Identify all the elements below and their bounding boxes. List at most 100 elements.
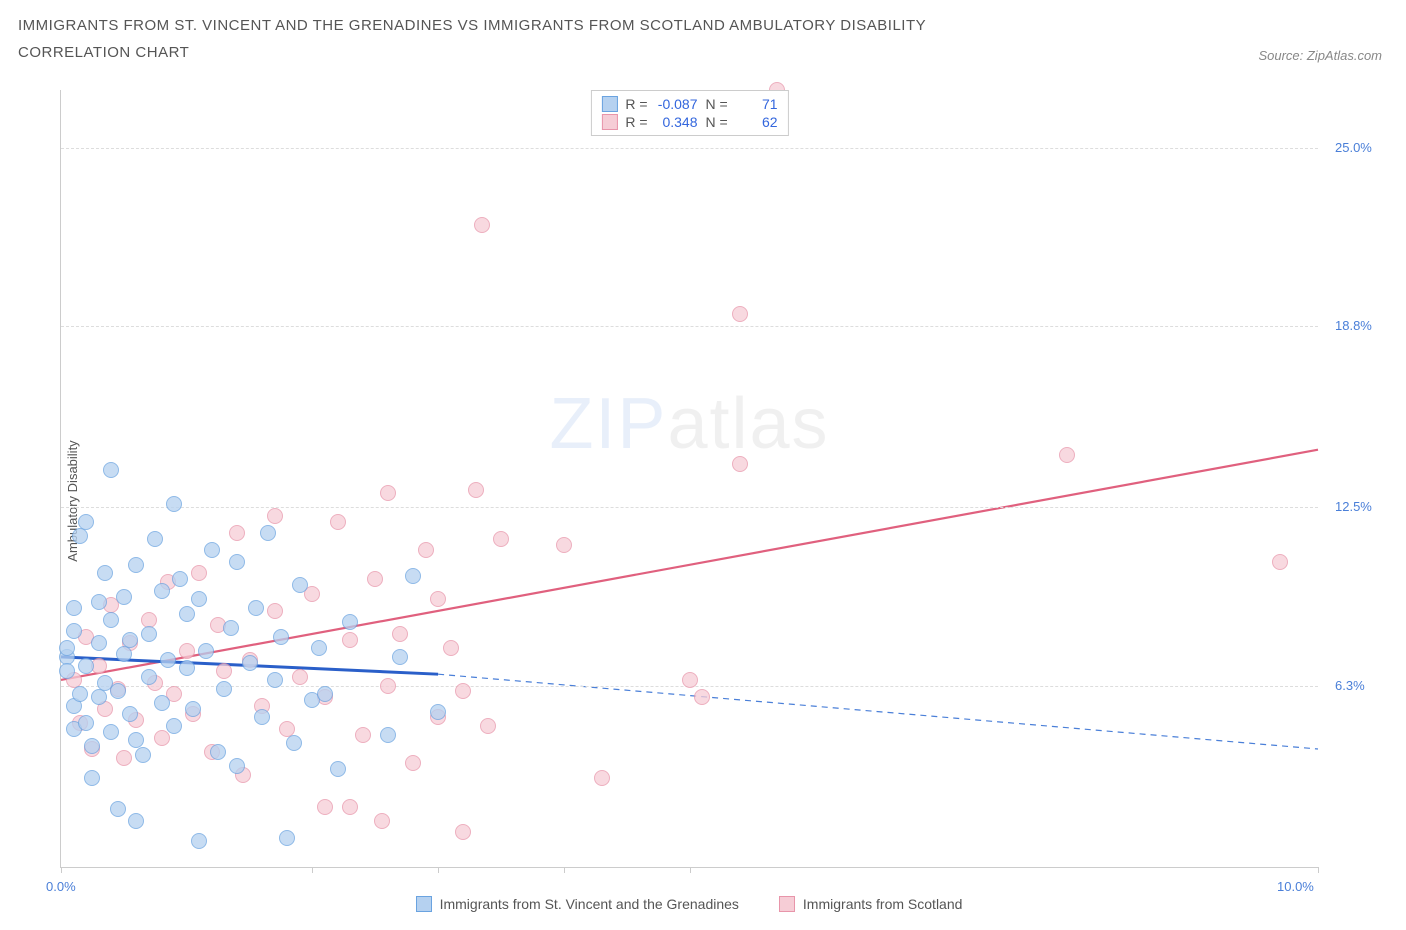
scatter-point — [380, 678, 396, 694]
scatter-point — [1272, 554, 1288, 570]
scatter-point — [122, 632, 138, 648]
scatter-point — [342, 614, 358, 630]
scatter-point — [78, 658, 94, 674]
scatter-point — [443, 640, 459, 656]
scatter-point — [103, 462, 119, 478]
scatter-point — [292, 669, 308, 685]
plot-area: ZIPatlas R = -0.087 N = 71 R = 0.348 N =… — [60, 90, 1318, 868]
scatter-point — [179, 660, 195, 676]
scatter-point — [66, 600, 82, 616]
scatter-point — [317, 686, 333, 702]
scatter-point — [166, 718, 182, 734]
scatter-point — [311, 640, 327, 656]
scatter-point — [267, 603, 283, 619]
scatter-point — [267, 672, 283, 688]
legend-swatch-2 — [601, 114, 617, 130]
scatter-point — [103, 612, 119, 628]
y-tick-label: 12.5% — [1335, 499, 1372, 514]
x-tick — [61, 867, 62, 873]
scatter-point — [166, 496, 182, 512]
scatter-point — [103, 724, 119, 740]
y-tick-label: 25.0% — [1335, 140, 1372, 155]
scatter-point — [732, 456, 748, 472]
scatter-point — [185, 701, 201, 717]
scatter-point — [172, 571, 188, 587]
scatter-point — [91, 594, 107, 610]
scatter-point — [279, 830, 295, 846]
legend-series-label-2: Immigrants from Scotland — [803, 896, 963, 912]
scatter-point — [273, 629, 289, 645]
scatter-point — [216, 663, 232, 679]
x-tick-label: 10.0% — [1277, 879, 1314, 894]
gridline — [61, 507, 1318, 508]
scatter-point — [179, 643, 195, 659]
scatter-point — [380, 485, 396, 501]
scatter-point — [191, 833, 207, 849]
scatter-point — [342, 632, 358, 648]
scatter-point — [1059, 447, 1075, 463]
scatter-point — [154, 583, 170, 599]
scatter-point — [72, 528, 88, 544]
scatter-point — [59, 663, 75, 679]
legend-n-label-2: N = 62 — [706, 114, 778, 130]
legend-r-label-2: R = 0.348 — [625, 114, 697, 130]
scatter-point — [430, 591, 446, 607]
scatter-point — [210, 744, 226, 760]
x-tick — [690, 867, 691, 873]
scatter-point — [682, 672, 698, 688]
scatter-point — [556, 537, 572, 553]
scatter-point — [191, 565, 207, 581]
scatter-point — [694, 689, 710, 705]
scatter-point — [110, 683, 126, 699]
scatter-point — [732, 306, 748, 322]
source-label: Source: ZipAtlas.com — [1258, 48, 1382, 63]
legend-stats: R = -0.087 N = 71 R = 0.348 N = 62 — [590, 90, 788, 136]
scatter-point — [455, 683, 471, 699]
scatter-point — [147, 531, 163, 547]
scatter-point — [72, 686, 88, 702]
trend-lines — [61, 90, 1318, 867]
scatter-point — [128, 557, 144, 573]
scatter-point — [392, 626, 408, 642]
scatter-point — [191, 591, 207, 607]
scatter-point — [122, 706, 138, 722]
x-tick — [564, 867, 565, 873]
scatter-point — [229, 758, 245, 774]
scatter-point — [430, 704, 446, 720]
scatter-point — [355, 727, 371, 743]
scatter-point — [141, 669, 157, 685]
scatter-point — [78, 715, 94, 731]
scatter-point — [405, 755, 421, 771]
x-tick — [438, 867, 439, 873]
scatter-point — [480, 718, 496, 734]
scatter-point — [229, 525, 245, 541]
scatter-point — [141, 626, 157, 642]
y-tick-label: 18.8% — [1335, 318, 1372, 333]
scatter-point — [594, 770, 610, 786]
scatter-point — [380, 727, 396, 743]
scatter-point — [330, 514, 346, 530]
scatter-point — [342, 799, 358, 815]
scatter-point — [367, 571, 383, 587]
chart-title-line2: CORRELATION CHART — [18, 39, 1388, 66]
legend-series-swatch-1 — [416, 896, 432, 912]
scatter-point — [374, 813, 390, 829]
scatter-point — [474, 217, 490, 233]
scatter-point — [216, 681, 232, 697]
scatter-point — [286, 735, 302, 751]
scatter-point — [128, 813, 144, 829]
scatter-point — [317, 799, 333, 815]
legend-stats-row-1: R = -0.087 N = 71 — [601, 95, 777, 113]
scatter-point — [84, 770, 100, 786]
scatter-point — [66, 623, 82, 639]
scatter-point — [97, 565, 113, 581]
scatter-point — [116, 589, 132, 605]
scatter-point — [260, 525, 276, 541]
scatter-point — [59, 640, 75, 656]
scatter-point — [418, 542, 434, 558]
scatter-point — [405, 568, 421, 584]
scatter-point — [292, 577, 308, 593]
scatter-point — [91, 689, 107, 705]
legend-series-item-1: Immigrants from St. Vincent and the Gren… — [416, 896, 739, 912]
y-tick-label: 6.3% — [1335, 678, 1365, 693]
